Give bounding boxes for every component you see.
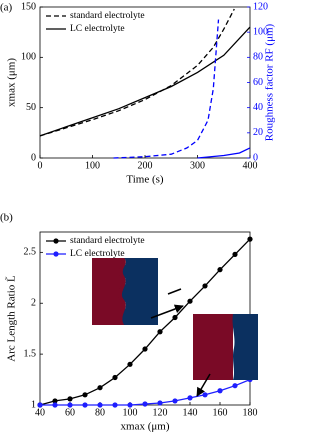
legend-marker (53, 251, 59, 257)
data-point (172, 398, 178, 404)
y-axis-label: xmax (μm) (6, 58, 18, 107)
y2-tick-label: 80 (253, 52, 263, 63)
data-point (157, 400, 163, 406)
data-point (67, 396, 73, 402)
panel-label: (a) (0, 2, 13, 14)
data-point (112, 402, 118, 408)
inset-region (121, 258, 158, 325)
data-point (202, 392, 208, 398)
panel-label: (b) (0, 212, 13, 224)
data-point (217, 388, 223, 394)
x-tick-label: 120 (153, 407, 168, 418)
legend-marker (53, 238, 59, 244)
y-tick-label: 50 (26, 102, 36, 113)
y-tick-label: 0 (31, 152, 36, 163)
x-tick-label: 40 (35, 407, 45, 418)
y-tick-label: 150 (21, 1, 36, 12)
figure: (a)0 100 200 300 400050100150020406080100120… (0, 1, 276, 433)
x-tick-label: 160 (213, 407, 228, 418)
x-tick-label: 60 (65, 407, 75, 418)
data-point (52, 398, 58, 404)
series-line (39, 26, 251, 137)
y-tick-label: 2 (31, 298, 36, 309)
data-point (142, 346, 148, 352)
inset-region (117, 258, 126, 325)
legend-label: LC electrolyte (70, 249, 125, 259)
legend-label: LC electrolyte (70, 24, 125, 34)
y2-tick-label: 20 (253, 127, 263, 138)
x-tick-label: 100 (85, 160, 100, 171)
legend-label: standard electrolyte (70, 11, 145, 21)
y-tick-label: 2.5 (24, 247, 37, 258)
x-axis-label: Time (s) (126, 174, 164, 186)
y2-tick-label: 120 (253, 1, 268, 12)
y2-tick-label: 60 (253, 77, 263, 88)
data-point (187, 298, 193, 304)
series-line (39, 8, 235, 137)
x-tick-label: 200 (138, 160, 153, 171)
inset-region (232, 314, 258, 380)
y2-axis-label: Roughness factor RF (μm) (264, 23, 276, 141)
inset-images (92, 258, 258, 397)
data-point (82, 392, 88, 398)
series-line (197, 147, 251, 159)
data-point (112, 374, 118, 381)
data-point (37, 402, 43, 408)
y2-tick-label: 40 (253, 102, 263, 113)
arrow (196, 373, 211, 397)
x-tick-label: 140 (183, 407, 198, 418)
data-point (157, 329, 163, 335)
data-point (67, 402, 73, 408)
inset-region (193, 314, 233, 380)
x-tick-label: 0 (38, 160, 43, 171)
data-point (202, 283, 208, 289)
data-point (187, 395, 193, 401)
y-tick-label: 1 (31, 399, 36, 410)
data-point (232, 251, 238, 257)
data-point (172, 314, 178, 321)
data-point (52, 402, 58, 408)
legend-label: standard electrolyte (70, 236, 145, 246)
data-point (142, 401, 148, 407)
data-point (82, 402, 88, 408)
y-tick-label: 1.5 (24, 348, 37, 359)
x-tick-label: 80 (95, 407, 105, 418)
data-point (232, 383, 238, 389)
y-tick-label: 100 (21, 52, 36, 63)
data-point (247, 236, 253, 242)
y-axis-label: Arc Length Ratio L̃ (4, 275, 17, 362)
x-tick-label: 180 (243, 407, 258, 418)
data-point (97, 385, 103, 391)
data-point (127, 402, 133, 408)
data-point (217, 267, 223, 273)
data-point (97, 402, 103, 408)
x-axis-label: xmax (μm) (121, 421, 170, 433)
arrow (167, 288, 182, 295)
y2-tick-label: 0 (253, 152, 258, 163)
data-point (127, 361, 133, 367)
y2-tick-label: 100 (253, 26, 268, 37)
x-tick-label: 100 (123, 407, 138, 418)
x-tick-label: 400 (243, 160, 258, 171)
x-tick-label: 300 (190, 160, 205, 171)
arrow (150, 304, 184, 319)
series-line (113, 19, 220, 159)
